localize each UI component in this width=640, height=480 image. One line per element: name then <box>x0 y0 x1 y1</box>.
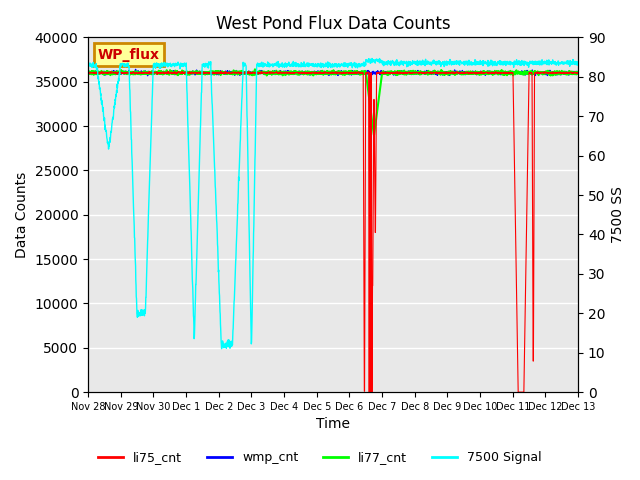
Legend: li75_cnt, wmp_cnt, li77_cnt, 7500 Signal: li75_cnt, wmp_cnt, li77_cnt, 7500 Signal <box>93 446 547 469</box>
Text: WP_flux: WP_flux <box>98 48 160 61</box>
X-axis label: Time: Time <box>316 418 350 432</box>
Title: West Pond Flux Data Counts: West Pond Flux Data Counts <box>216 15 451 33</box>
Y-axis label: Data Counts: Data Counts <box>15 172 29 258</box>
Y-axis label: 7500 SS: 7500 SS <box>611 186 625 243</box>
